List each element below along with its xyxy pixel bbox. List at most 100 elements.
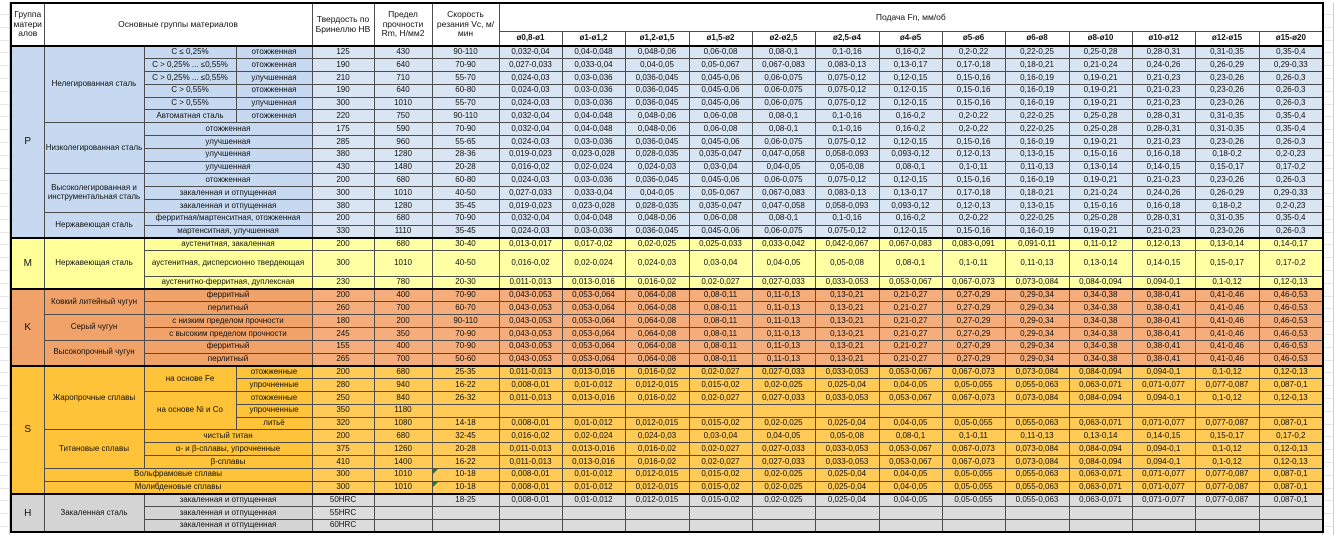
feed-cell[interactable]: 0,05-0,055: [941, 492, 1006, 508]
feed-cell[interactable]: 0,2-0,22: [941, 45, 1006, 60]
feed-cell[interactable]: 0,29-0,33: [1258, 186, 1324, 201]
feed-cell[interactable]: 0,03-0,036: [561, 173, 626, 188]
feed-cell[interactable]: 0,1-0,11: [941, 250, 1006, 277]
feed-cell[interactable]: 0,34-0,38: [1068, 352, 1133, 367]
feed-cell[interactable]: 0,13-0,17: [878, 186, 943, 201]
material-label-cell[interactable]: Низколегированная сталь: [43, 122, 145, 175]
feed-cell[interactable]: 0,41-0,46: [1194, 352, 1260, 367]
feed-cell[interactable]: 0,12-0,13: [941, 199, 1006, 213]
feed-cell[interactable]: 0,01-0,012: [561, 467, 626, 482]
feed-cell[interactable]: 0,17-0,18: [941, 58, 1006, 73]
feed-cell[interactable]: 0,13-0,15: [1004, 199, 1070, 213]
feed-cell[interactable]: 0,05-0,08: [814, 429, 880, 444]
material-label-cell[interactable]: отожженная: [143, 122, 313, 137]
feed-cell[interactable]: 0,29-0,34: [1004, 301, 1070, 316]
feed-cell[interactable]: 0,033-0,042: [751, 236, 816, 252]
group-cell[interactable]: M: [10, 236, 45, 290]
feed-cell[interactable]: 0,13-0,14: [1068, 429, 1133, 444]
feed-cell[interactable]: 0,05-0,08: [814, 250, 880, 277]
feed-cell[interactable]: [498, 403, 563, 418]
feed-cell[interactable]: 0,017-0,02: [561, 236, 626, 252]
feed-cell[interactable]: 0,02-0,027: [688, 364, 753, 380]
material-label-cell[interactable]: C > 0,25% ... ≤0,55%: [143, 71, 237, 85]
feed-cell[interactable]: 0,008-0,01: [498, 467, 563, 482]
feed-cell[interactable]: 0,13-0,21: [814, 314, 880, 329]
feed-cell[interactable]: 0,063-0,071: [1068, 492, 1133, 508]
feed-cell[interactable]: 0,053-0,064: [561, 352, 626, 367]
feed-cell[interactable]: 0,04-0,05: [878, 492, 943, 508]
strength-cell[interactable]: [373, 518, 433, 533]
feed-cell[interactable]: [751, 403, 816, 418]
material-label-cell[interactable]: C > 0,25% ... ≤0,55%: [143, 58, 237, 73]
feed-cell[interactable]: 0,064-0,08: [624, 301, 690, 316]
feed-cell[interactable]: [1004, 403, 1070, 418]
feed-cell[interactable]: 0,12-0,13: [941, 147, 1006, 162]
feed-cell[interactable]: 0,087-0,1: [1258, 467, 1324, 482]
feed-cell[interactable]: 0,23-0,26: [1194, 96, 1260, 111]
feed-cell[interactable]: 0,053-0,064: [561, 339, 626, 354]
feed-cell[interactable]: 0,14-0,15: [1131, 250, 1196, 277]
feed-cell[interactable]: 0,013-0,016: [561, 275, 626, 290]
feed-cell[interactable]: 0,12-0,15: [878, 83, 943, 98]
strength-cell[interactable]: 680: [373, 364, 433, 380]
hardness-cell[interactable]: 230: [311, 275, 375, 290]
feed-cell[interactable]: 0,14-0,17: [1258, 236, 1324, 252]
feed-cell[interactable]: 0,11-0,13: [751, 339, 816, 354]
hardness-cell[interactable]: 125: [311, 45, 375, 60]
feed-cell[interactable]: 0,053-0,064: [561, 327, 626, 341]
feed-cell[interactable]: 0,032-0,04: [498, 122, 563, 137]
feed-cell[interactable]: 0,024-0,03: [624, 160, 690, 175]
feed-cell[interactable]: [561, 518, 626, 533]
strength-cell[interactable]: 1080: [373, 416, 433, 431]
feed-cell[interactable]: 0,008-0,01: [498, 492, 563, 508]
feed-cell[interactable]: 0,036-0,045: [624, 173, 690, 188]
feed-cell[interactable]: 0,071-0,077: [1131, 416, 1196, 431]
hardness-cell[interactable]: 300: [311, 480, 375, 495]
feed-cell[interactable]: 0,048-0,06: [624, 45, 690, 60]
feed-cell[interactable]: 0,067-0,073: [941, 275, 1006, 290]
feed-cell[interactable]: 0,06-0,075: [751, 135, 816, 149]
feed-cell[interactable]: 0,093-0,12: [878, 147, 943, 162]
feed-cell[interactable]: 0,11-0,13: [751, 301, 816, 316]
feed-cell[interactable]: 0,29-0,34: [1004, 288, 1070, 303]
feed-cell[interactable]: 0,15-0,17: [1194, 250, 1260, 277]
hardness-cell[interactable]: 190: [311, 83, 375, 98]
feed-cell[interactable]: 0,053-0,064: [561, 288, 626, 303]
col-header-materials[interactable]: Основные группы материалов: [43, 2, 313, 47]
feed-cell[interactable]: 0,11-0,13: [1004, 429, 1070, 444]
feed-cell[interactable]: 0,13-0,14: [1194, 236, 1260, 252]
feed-cell[interactable]: [814, 506, 880, 520]
material-label-cell[interactable]: отожженная: [235, 83, 313, 98]
material-label-cell[interactable]: Титановые сплавы: [43, 429, 145, 469]
hardness-cell[interactable]: 375: [311, 442, 375, 456]
feed-cell[interactable]: 0,29-0,33: [1258, 58, 1324, 73]
feed-cell[interactable]: 0,011-0,013: [498, 275, 563, 290]
feed-cell[interactable]: 0,027-0,033: [751, 364, 816, 380]
feed-cell[interactable]: 0,15-0,16: [1068, 147, 1133, 162]
feed-cell[interactable]: 0,024-0,03: [498, 173, 563, 188]
feed-cell[interactable]: 0,033-0,053: [814, 364, 880, 380]
feed-cell[interactable]: 0,21-0,23: [1131, 96, 1196, 111]
feed-cell[interactable]: 0,12-0,13: [1258, 364, 1324, 380]
feed-cell[interactable]: 0,46-0,53: [1258, 327, 1324, 341]
feed-cell[interactable]: [941, 506, 1006, 520]
feed-cell[interactable]: 0,25-0,28: [1068, 122, 1133, 137]
feed-cell[interactable]: 0,033-0,053: [814, 455, 880, 469]
feed-cell[interactable]: 0,27-0,29: [941, 301, 1006, 316]
feed-cell[interactable]: 0,047-0,058: [751, 199, 816, 213]
feed-cell[interactable]: 0,16-0,2: [878, 122, 943, 137]
feed-cell[interactable]: 0,032-0,04: [498, 45, 563, 60]
feed-cell[interactable]: 0,29-0,34: [1004, 327, 1070, 341]
feed-cell[interactable]: 0,11-0,13: [751, 352, 816, 367]
feed-cell[interactable]: 0,033-0,053: [814, 442, 880, 456]
strength-cell[interactable]: 780: [373, 275, 433, 290]
feed-cell[interactable]: 0,094-0,1: [1131, 391, 1196, 405]
feed-cell[interactable]: 0,04-0,05: [878, 416, 943, 431]
feed-cell[interactable]: 0,027-0,033: [751, 275, 816, 290]
feed-cell[interactable]: 0,22-0,25: [1004, 45, 1070, 60]
speed-cell[interactable]: 70-90: [431, 288, 500, 303]
feed-cell[interactable]: 0,16-0,2: [878, 45, 943, 60]
feed-cell[interactable]: 0,19-0,21: [1068, 96, 1133, 111]
feed-cell[interactable]: 0,13-0,21: [814, 301, 880, 316]
feed-cell[interactable]: 0,08-0,1: [751, 211, 816, 226]
